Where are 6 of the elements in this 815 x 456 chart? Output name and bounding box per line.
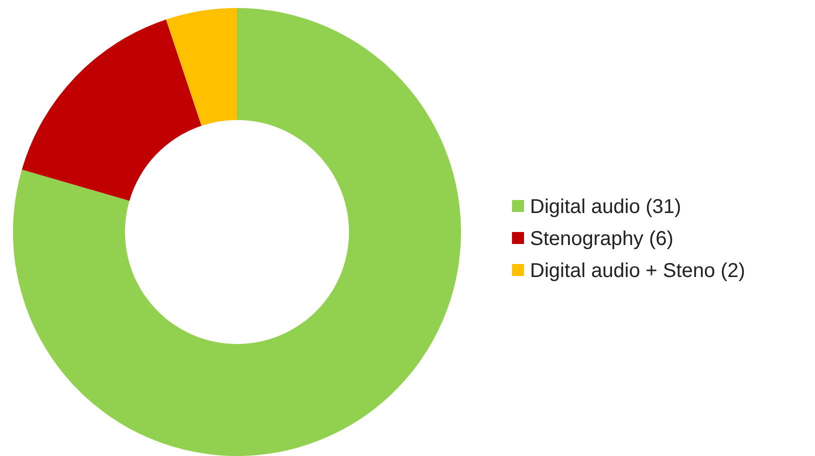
donut-slice — [166, 8, 237, 126]
donut-slice — [22, 20, 202, 201]
legend-label: Digital audio + Steno (2) — [530, 260, 746, 282]
legend-label: Digital audio (31) — [530, 196, 682, 218]
donut-slice — [13, 8, 461, 456]
legend-label: Stenography (6) — [530, 228, 674, 250]
